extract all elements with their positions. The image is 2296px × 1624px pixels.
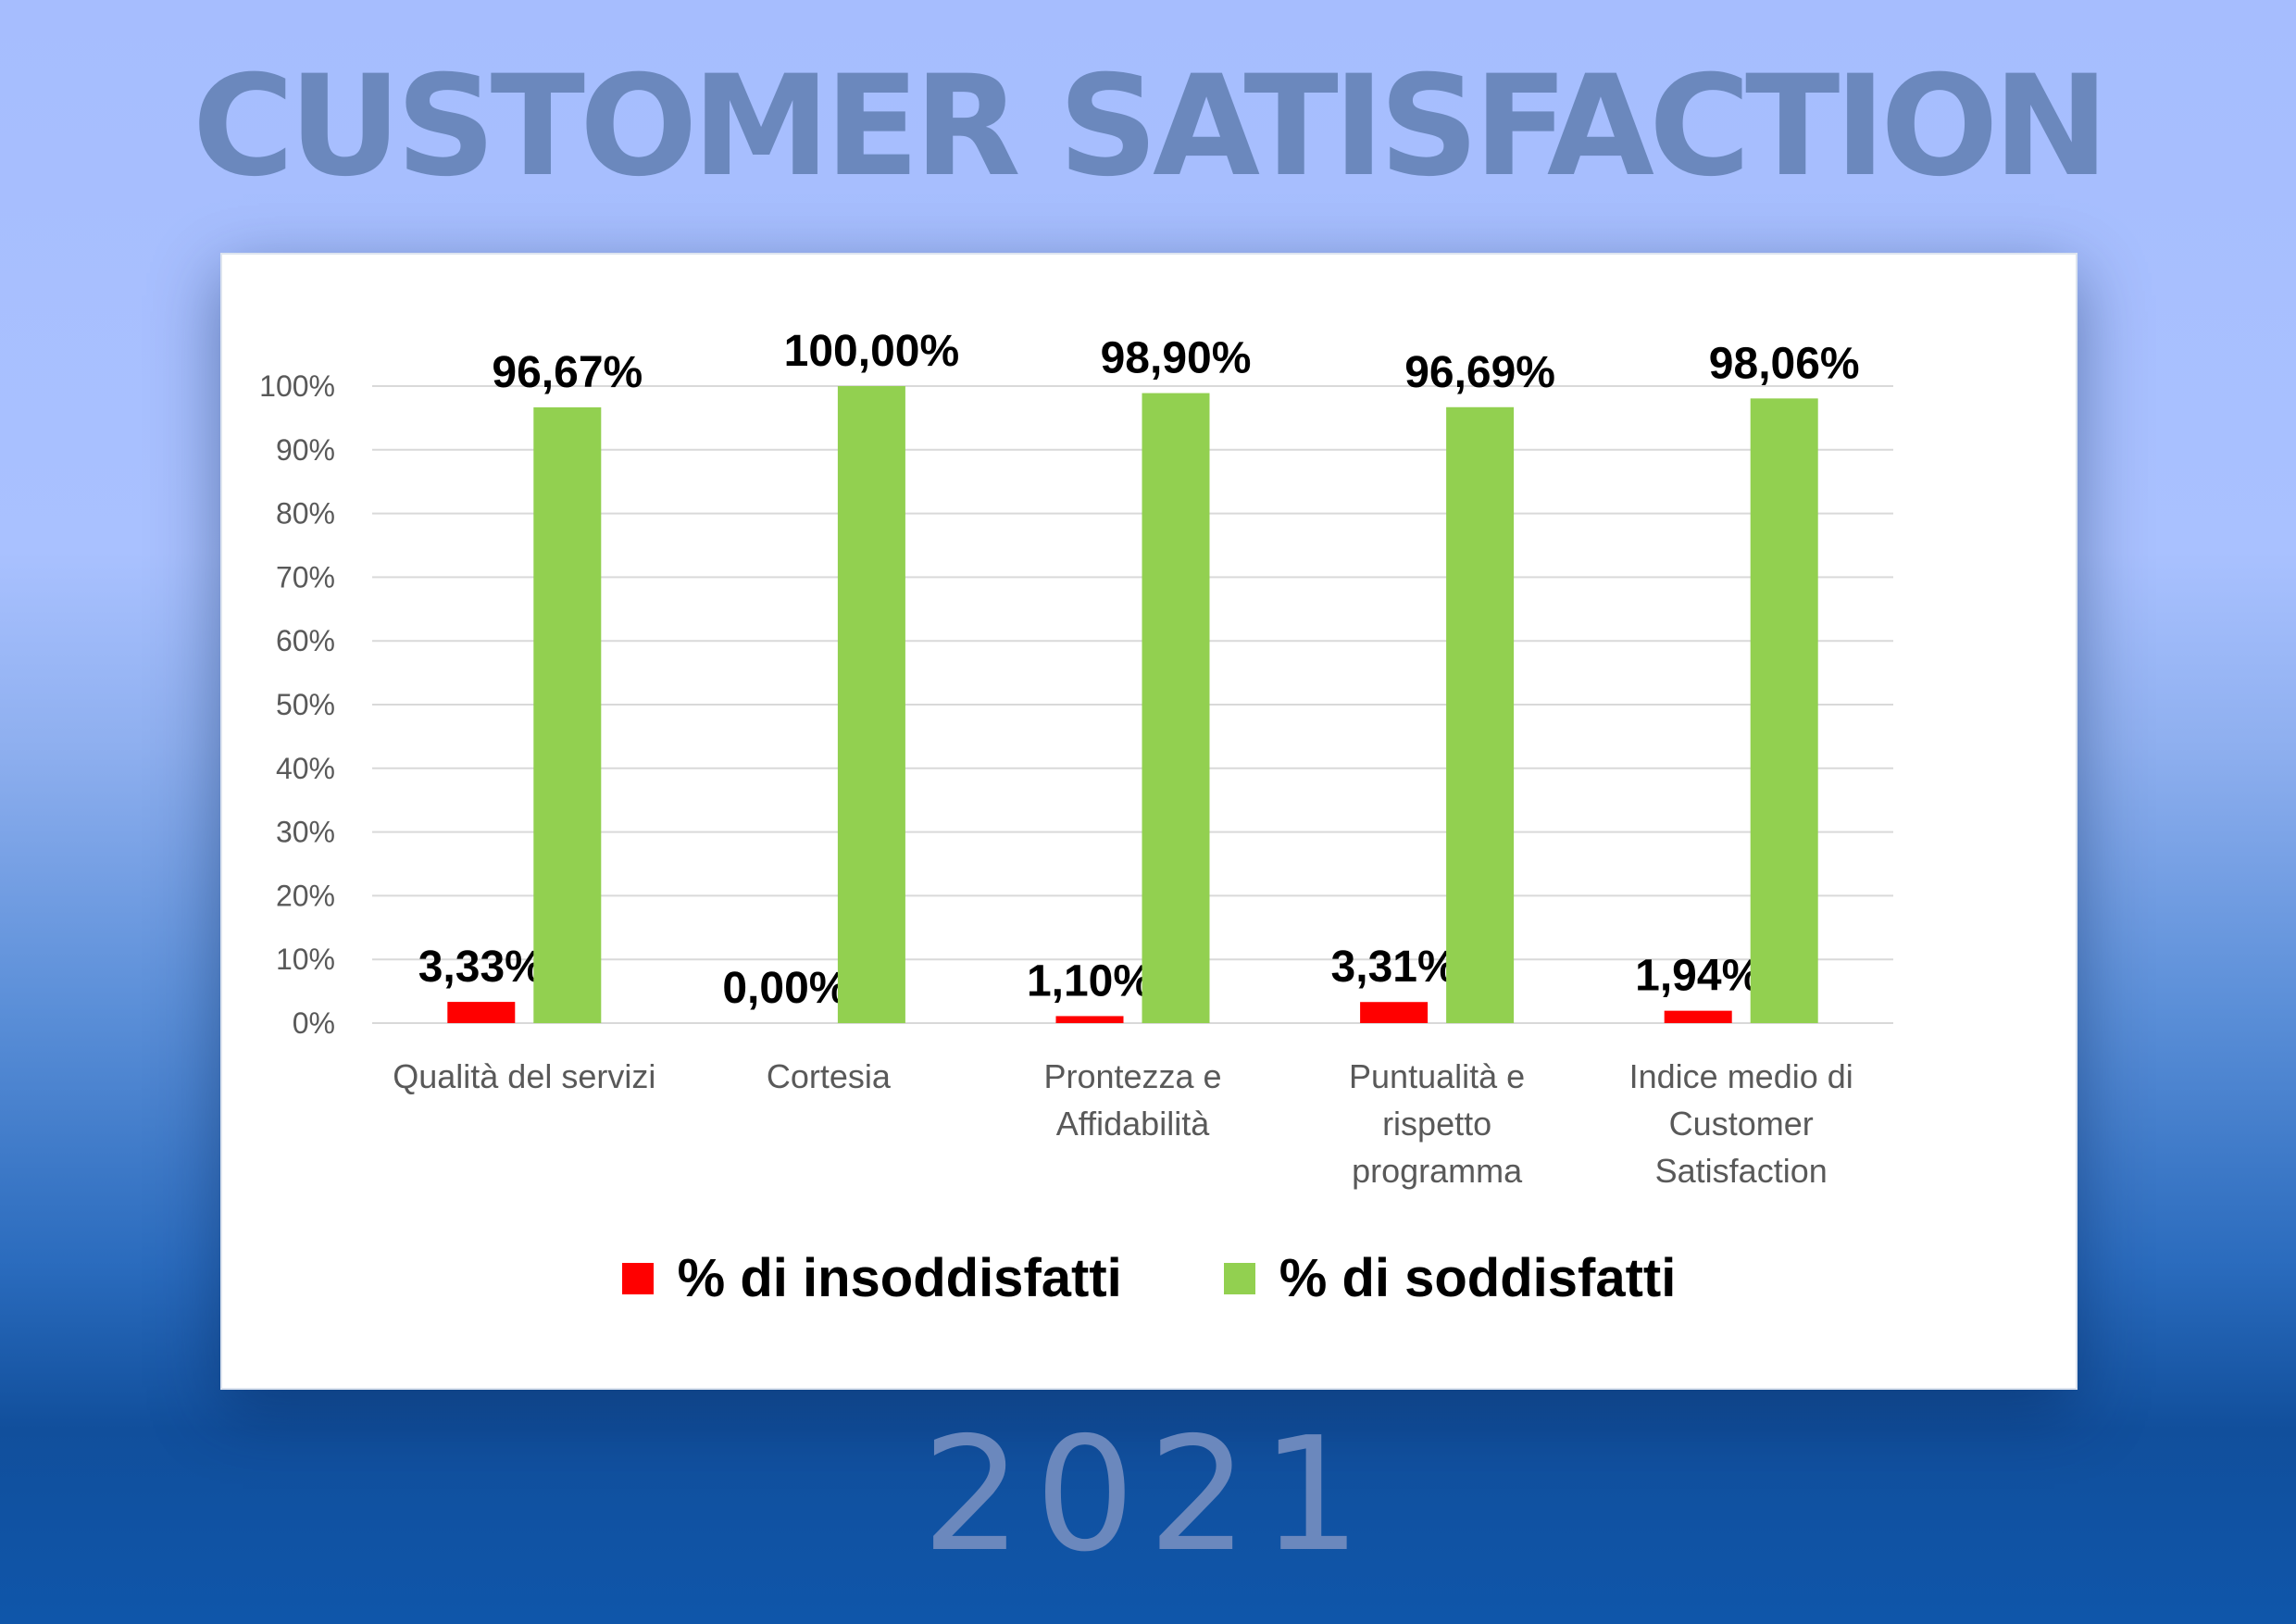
bar-soddisfatti [533, 406, 602, 1023]
bar-insoddisfatti [1055, 1016, 1124, 1023]
data-label: 98,06% [1709, 339, 1860, 388]
bar-soddisfatti [1750, 398, 1818, 1024]
x-category-label: Cortesia [767, 1057, 892, 1095]
x-category-label: Puntualità e rispetto programma [1349, 1057, 1525, 1190]
bar-chart: 0% 10% 20% 30% 40% 50% 60% 70% 80% 90% 100% 3,33% 96… [259, 327, 1893, 1190]
data-label: 1,10% [1027, 956, 1153, 1006]
chart-card: 0% 10% 20% 30% 40% 50% 60% 70% 80% 90% 100% 3,33% 96… [220, 253, 2078, 1390]
data-label: 96,69% [1404, 348, 1555, 397]
x-category-label: Indice medio di Customer Satisfaction [1629, 1057, 1853, 1190]
y-tick-label: 70% [276, 560, 335, 593]
data-label: 98,90% [1101, 334, 1252, 383]
legend-label-soddisfatti: % di soddisfatti [1279, 1248, 1677, 1308]
legend-item-soddisfatti: % di soddisfatti [1223, 1247, 1677, 1309]
data-label: 1,94% [1635, 952, 1761, 1001]
bar-soddisfatti [1446, 406, 1515, 1023]
y-tick-label: 100% [259, 369, 335, 403]
y-tick-label: 60% [276, 624, 335, 657]
legend: % di insoddisfatti % di soddisfatti [222, 1247, 2076, 1309]
y-tick-label: 10% [276, 943, 335, 976]
page-title: CUSTOMER SATISFACTION [192, 46, 2109, 207]
legend-label-insoddisfatti: % di insoddisfatti [677, 1248, 1122, 1308]
y-tick-label: 30% [276, 816, 335, 849]
data-label: 3,31% [1331, 943, 1457, 992]
y-tick-label: 20% [276, 879, 335, 912]
bar-soddisfatti [1142, 393, 1210, 1023]
legend-swatch-soddisfatti [1223, 1262, 1255, 1294]
bar-soddisfatti [837, 386, 905, 1023]
y-tick-label: 0% [293, 1006, 335, 1040]
data-label: 0,00% [722, 964, 848, 1013]
bar-insoddisfatti [1360, 1002, 1429, 1023]
year-label: 2021 [921, 1404, 1375, 1587]
y-tick-label: 40% [276, 752, 335, 785]
y-tick-label: 90% [276, 433, 335, 467]
data-label: 100,00% [784, 327, 960, 376]
legend-swatch-insoddisfatti [621, 1262, 654, 1294]
legend-item-insoddisfatti: % di insoddisfatti [621, 1247, 1122, 1309]
bar-insoddisfatti [1664, 1010, 1732, 1023]
y-tick-label: 50% [276, 688, 335, 721]
bar-insoddisfatti [447, 1002, 516, 1023]
x-category-label: Prontezza e Affidabilità [1043, 1057, 1221, 1143]
data-label: 3,33% [418, 943, 544, 992]
y-tick-label: 80% [276, 497, 335, 531]
data-label: 96,67% [492, 348, 643, 397]
x-category-label: Qualità del servizi [393, 1057, 655, 1095]
